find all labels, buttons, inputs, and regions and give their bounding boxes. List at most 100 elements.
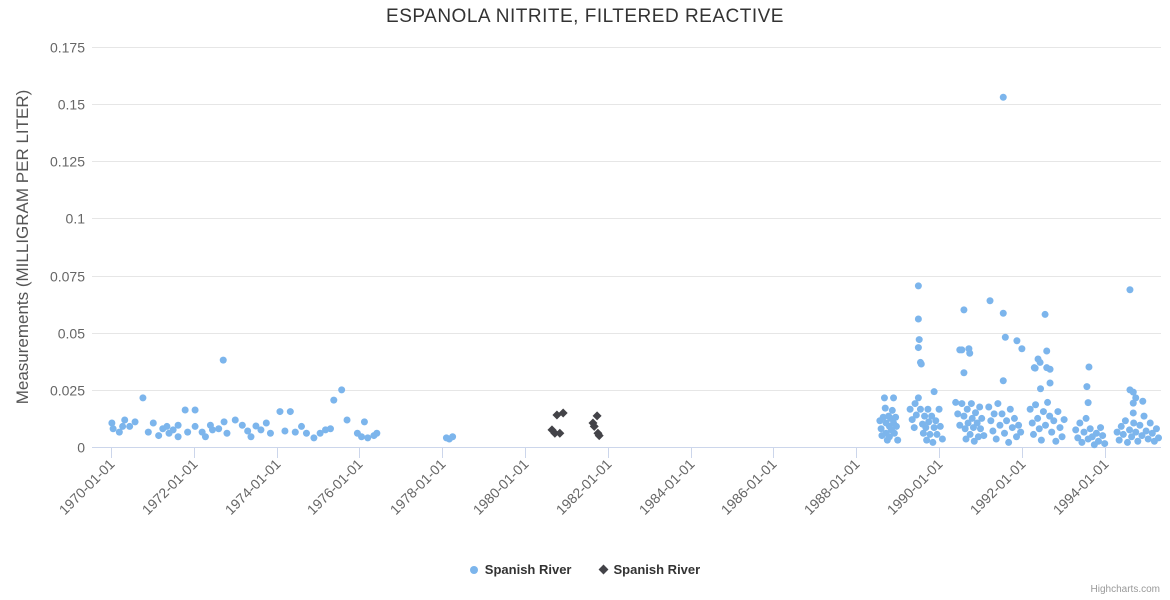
data-point-circle[interactable]: [238, 421, 246, 429]
data-point-circle[interactable]: [1126, 286, 1134, 294]
data-point-circle[interactable]: [1035, 425, 1043, 433]
data-point-circle[interactable]: [890, 394, 898, 402]
data-point-circle[interactable]: [108, 419, 116, 427]
data-point-circle[interactable]: [877, 425, 885, 433]
data-point-circle[interactable]: [961, 425, 969, 433]
data-point-circle[interactable]: [297, 422, 305, 430]
data-point-circle[interactable]: [1142, 427, 1150, 435]
data-point-circle[interactable]: [1139, 397, 1147, 405]
data-point-circle[interactable]: [926, 430, 934, 438]
data-point-circle[interactable]: [1146, 419, 1154, 427]
data-point-circle[interactable]: [923, 436, 931, 444]
data-point-circle[interactable]: [252, 422, 260, 430]
data-point-circle[interactable]: [954, 410, 962, 418]
data-point-circle[interactable]: [343, 416, 351, 424]
data-point-circle[interactable]: [1129, 399, 1137, 407]
data-point-circle[interactable]: [1126, 426, 1134, 434]
data-point-diamond[interactable]: [558, 408, 568, 418]
data-point-circle[interactable]: [191, 422, 199, 430]
data-point-circle[interactable]: [892, 422, 900, 430]
data-point-circle[interactable]: [1101, 440, 1109, 448]
data-point-circle[interactable]: [139, 394, 147, 402]
data-point-circle[interactable]: [966, 430, 974, 438]
data-point-circle[interactable]: [262, 419, 270, 427]
data-point-circle[interactable]: [1144, 435, 1152, 443]
data-point-circle[interactable]: [1052, 437, 1060, 445]
data-point-circle[interactable]: [1072, 426, 1080, 434]
data-point-circle[interactable]: [960, 306, 968, 314]
data-point-circle[interactable]: [1056, 424, 1064, 432]
data-point-circle[interactable]: [996, 421, 1004, 429]
data-point-circle[interactable]: [126, 422, 134, 430]
data-point-circle[interactable]: [914, 394, 922, 402]
data-point-circle[interactable]: [1046, 365, 1054, 373]
data-point-circle[interactable]: [1058, 433, 1066, 441]
data-point-circle[interactable]: [958, 400, 966, 408]
data-point-circle[interactable]: [1028, 419, 1036, 427]
data-point-circle[interactable]: [985, 403, 993, 411]
data-point-circle[interactable]: [1048, 428, 1056, 436]
data-point-circle[interactable]: [326, 425, 334, 433]
data-point-circle[interactable]: [956, 421, 964, 429]
data-point-circle[interactable]: [999, 93, 1007, 101]
data-point-circle[interactable]: [938, 435, 946, 443]
data-point-circle[interactable]: [930, 388, 938, 396]
data-point-circle[interactable]: [962, 435, 970, 443]
data-point-circle[interactable]: [191, 406, 199, 414]
data-point-circle[interactable]: [1078, 438, 1086, 446]
data-point-circle[interactable]: [1129, 388, 1137, 396]
data-point-circle[interactable]: [892, 413, 900, 421]
data-point-circle[interactable]: [1036, 358, 1044, 366]
data-point-circle[interactable]: [916, 405, 924, 413]
data-point-circle[interactable]: [219, 356, 227, 364]
data-point-circle[interactable]: [373, 429, 381, 437]
data-point-circle[interactable]: [174, 421, 182, 429]
data-point-circle[interactable]: [908, 416, 916, 424]
data-point-circle[interactable]: [910, 424, 918, 432]
data-point-circle[interactable]: [924, 405, 932, 413]
data-point-circle[interactable]: [291, 428, 299, 436]
data-point-circle[interactable]: [963, 405, 971, 413]
data-point-circle[interactable]: [915, 336, 923, 344]
data-point-circle[interactable]: [1032, 401, 1040, 409]
data-point-circle[interactable]: [935, 405, 943, 413]
data-point-circle[interactable]: [1082, 414, 1090, 422]
data-point-circle[interactable]: [316, 429, 324, 437]
data-point-circle[interactable]: [1138, 432, 1146, 440]
data-point-circle[interactable]: [1006, 405, 1014, 413]
data-point-circle[interactable]: [936, 422, 944, 430]
data-point-circle[interactable]: [1054, 408, 1062, 416]
data-point-diamond[interactable]: [555, 428, 565, 438]
data-point-circle[interactable]: [1084, 399, 1092, 407]
data-point-circle[interactable]: [1132, 394, 1140, 402]
data-point-circle[interactable]: [1097, 424, 1105, 432]
data-point-circle[interactable]: [1155, 434, 1163, 442]
data-point-circle[interactable]: [244, 427, 252, 435]
data-point-circle[interactable]: [912, 411, 920, 419]
data-point-circle[interactable]: [1010, 414, 1018, 422]
data-point-circle[interactable]: [1085, 363, 1093, 371]
data-point-circle[interactable]: [1013, 337, 1021, 345]
data-point-circle[interactable]: [968, 414, 976, 422]
highcharts-credits-link[interactable]: Highcharts.com: [1090, 584, 1160, 595]
data-point-circle[interactable]: [1044, 398, 1052, 406]
data-point-circle[interactable]: [155, 432, 163, 440]
data-point-circle[interactable]: [1113, 428, 1121, 436]
data-point-circle[interactable]: [1134, 437, 1142, 445]
data-point-circle[interactable]: [1129, 409, 1137, 417]
data-point-circle[interactable]: [1001, 333, 1009, 341]
data-point-circle[interactable]: [1123, 438, 1131, 446]
data-point-circle[interactable]: [330, 396, 338, 404]
data-point-circle[interactable]: [978, 414, 986, 422]
data-point-circle[interactable]: [921, 412, 929, 420]
data-point-circle[interactable]: [932, 417, 940, 425]
data-point-circle[interactable]: [1030, 364, 1038, 372]
data-point-circle[interactable]: [960, 412, 968, 420]
data-point-circle[interactable]: [890, 429, 898, 437]
data-point-circle[interactable]: [1041, 421, 1049, 429]
data-point-circle[interactable]: [1117, 422, 1125, 430]
data-point-circle[interactable]: [1074, 434, 1082, 442]
data-point-circle[interactable]: [972, 409, 980, 417]
data-point-circle[interactable]: [999, 377, 1007, 385]
data-point-circle[interactable]: [914, 344, 922, 352]
